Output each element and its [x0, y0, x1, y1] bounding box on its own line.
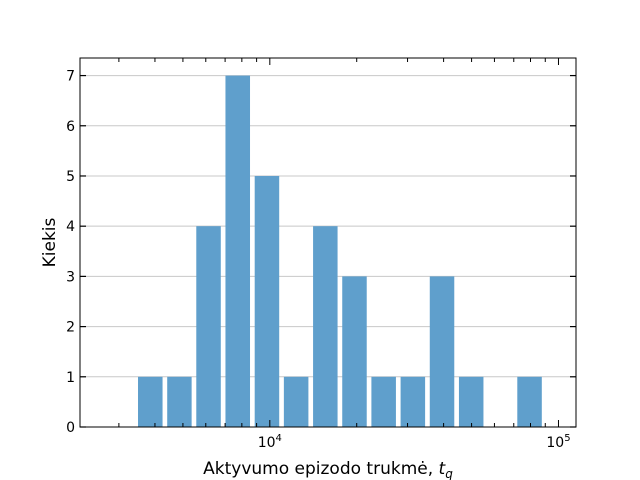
y-axis-label: Kiekis [40, 217, 60, 267]
y-tick-label: 7 [66, 69, 75, 85]
bar [254, 175, 280, 427]
bar [400, 376, 426, 427]
x-tick-label: 104 [258, 433, 282, 451]
y-tick-label: 2 [66, 320, 75, 336]
y-tick-label: 4 [66, 219, 75, 235]
bar [138, 376, 163, 427]
bars [138, 75, 542, 428]
plot-frame [79, 57, 577, 428]
x-axis-label-sub: q [445, 467, 453, 480]
bar [429, 276, 455, 427]
tick-labels: 0 1 2 3 4 5 6 7 104 105 [66, 69, 571, 451]
x-tick-label: 105 [546, 433, 570, 451]
ticks [80, 58, 576, 428]
bar [225, 75, 251, 428]
bar [342, 276, 367, 427]
bar [283, 376, 309, 427]
bar [313, 226, 338, 427]
x-axis-label-math: t [439, 459, 447, 479]
y-tick-label: 0 [66, 420, 75, 436]
bar [458, 376, 484, 427]
x-axis-label: Aktyvumo epizodo trukmė, tq [203, 459, 453, 480]
x-axis-label-text: Aktyvumo epizodo trukmė, [203, 459, 438, 479]
bar [196, 226, 221, 427]
bar [517, 376, 542, 427]
bar [167, 376, 192, 427]
y-tick-label: 1 [66, 370, 75, 386]
bar [371, 376, 396, 427]
y-tick-label: 5 [66, 169, 75, 185]
y-tick-label: 3 [66, 269, 75, 285]
y-tick-label: 6 [66, 119, 75, 135]
